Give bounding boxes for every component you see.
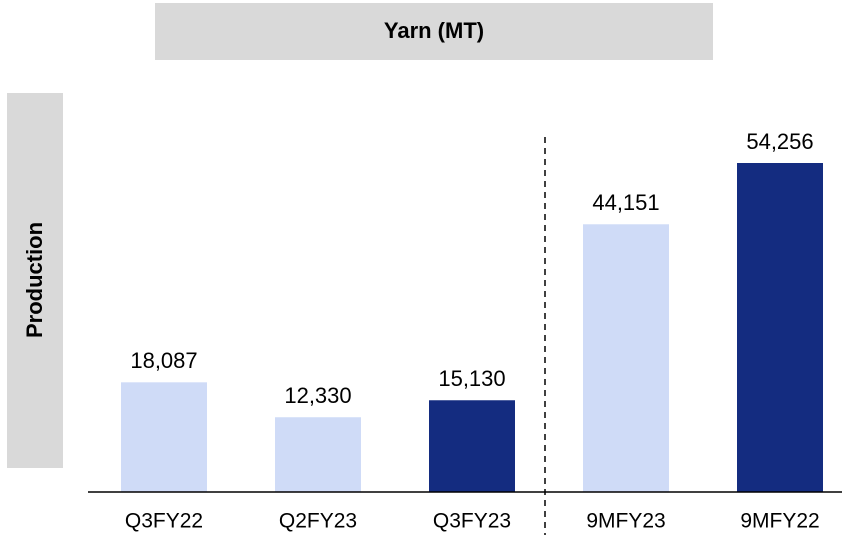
value-label: 54,256 <box>746 129 813 154</box>
y-axis-label: Production <box>22 222 47 338</box>
y-label-box <box>7 93 63 468</box>
x-tick-label: Q2FY23 <box>279 510 357 533</box>
value-label: 12,330 <box>284 383 351 408</box>
title-box <box>155 3 713 60</box>
value-label: 18,087 <box>130 348 197 373</box>
x-tick-label: Q3FY23 <box>433 510 511 533</box>
bar <box>275 417 361 492</box>
plot: 18,087 Q3FY22 12,330 Q2FY23 15,130 Q3FY23 44,1… <box>121 129 823 533</box>
bar <box>429 400 515 492</box>
bar <box>737 163 823 492</box>
bar <box>121 382 207 492</box>
x-tick-label: 9MFY22 <box>740 510 819 533</box>
bar <box>583 224 669 493</box>
x-tick-label: 9MFY23 <box>586 510 665 533</box>
x-tick-label: Q3FY22 <box>125 510 203 533</box>
value-label: 44,151 <box>592 190 659 215</box>
value-label: 15,130 <box>438 366 505 391</box>
chart-title: Yarn (MT) <box>384 18 484 43</box>
